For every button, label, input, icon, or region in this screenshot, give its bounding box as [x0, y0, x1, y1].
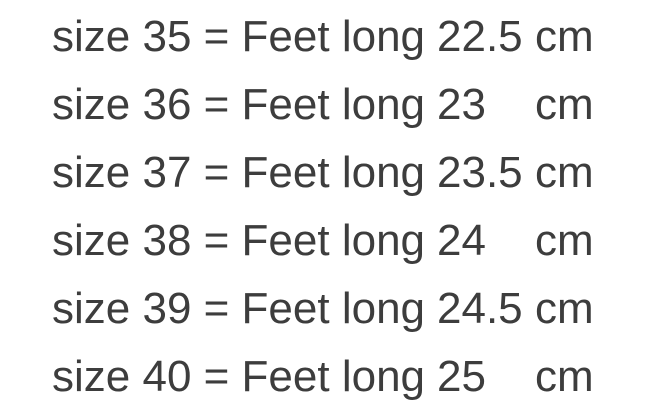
unit-label: cm: [535, 148, 594, 197]
feet-length-value: 23: [437, 80, 486, 129]
size-label: size 35 = Feet long: [52, 12, 426, 61]
size-label: size 39 = Feet long: [52, 284, 426, 333]
unit-label: cm: [535, 80, 594, 129]
size-row: size 38 = Feet long 24 cm: [52, 207, 658, 275]
size-row: size 40 = Feet long 25 cm: [52, 343, 658, 411]
size-row: size 37 = Feet long 23.5 cm: [52, 139, 658, 207]
feet-length-value: 25: [437, 352, 486, 401]
feet-length-value: 24: [437, 216, 486, 265]
unit-label: cm: [535, 12, 594, 61]
size-label: size 38 = Feet long: [52, 216, 426, 265]
unit-label: cm: [535, 216, 594, 265]
feet-length-value: 24.5: [437, 284, 523, 333]
unit-label: cm: [535, 284, 594, 333]
feet-length-value: 22.5: [437, 12, 523, 61]
unit-label: cm: [535, 352, 594, 401]
feet-length-value: 23.5: [437, 148, 523, 197]
size-label: size 37 = Feet long: [52, 148, 426, 197]
size-label: size 40 = Feet long: [52, 352, 426, 401]
size-label: size 36 = Feet long: [52, 80, 426, 129]
size-row: size 35 = Feet long 22.5 cm: [52, 3, 658, 71]
size-row: size 39 = Feet long 24.5 cm: [52, 275, 658, 343]
size-row: size 36 = Feet long 23 cm: [52, 71, 658, 139]
